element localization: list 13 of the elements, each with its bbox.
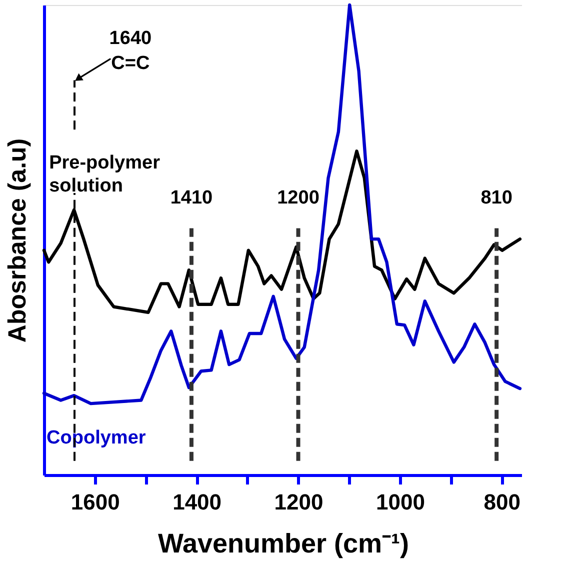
y-axis-title: Abosrbance (a.u) — [4, 138, 32, 343]
x-tick-label: 1400 — [172, 490, 222, 514]
series-label: Pre-polymer solution — [49, 152, 161, 196]
x-tick-label: 1600 — [70, 490, 120, 514]
x-axis-title: Wavenumber (cm⁻¹) — [158, 528, 410, 558]
series-label: Copolymer — [46, 427, 146, 448]
x-tick-label: 800 — [484, 490, 521, 514]
ref-line-label: 1410 — [170, 187, 213, 208]
annotation: 1640 C=C — [109, 28, 152, 74]
ref-line-label: 810 — [480, 187, 512, 208]
x-tick-label: 1000 — [376, 490, 425, 514]
ref-line-label: 1200 — [277, 187, 320, 208]
x-tick-label: 1200 — [274, 490, 324, 514]
